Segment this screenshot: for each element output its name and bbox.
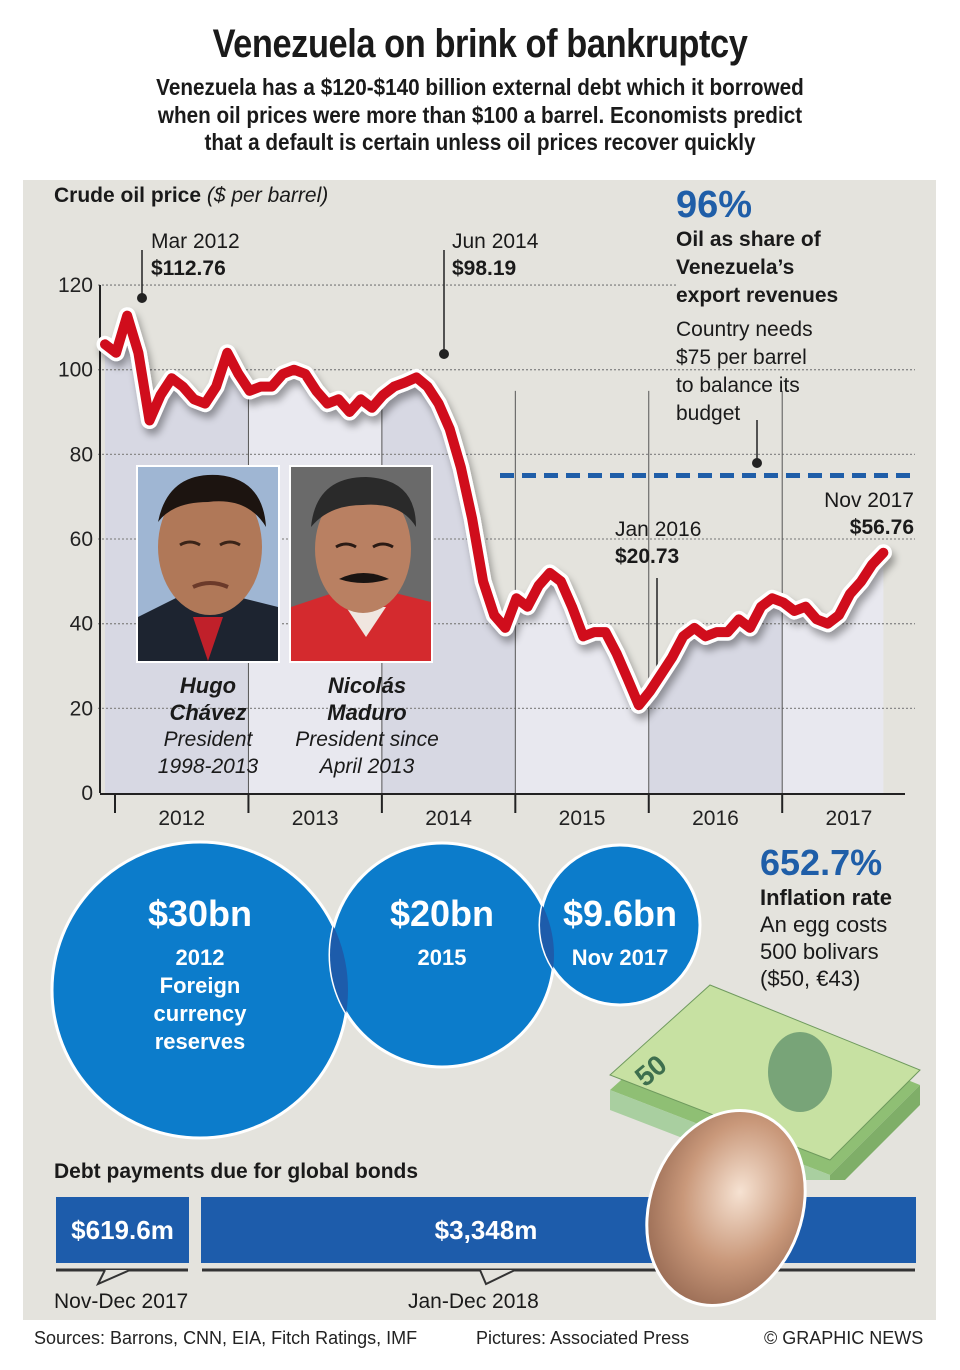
- y-tick-label: 100: [58, 359, 93, 382]
- year-band: [782, 552, 884, 793]
- president-name-line: Chávez: [169, 700, 247, 725]
- y-tick-label: 80: [70, 443, 93, 466]
- budget-note-line: Country needs: [676, 318, 813, 341]
- bubble-2012-text: $30bn 2012 Foreign currency reserves: [100, 892, 300, 1056]
- portrait-maduro: [289, 465, 433, 663]
- footer-sources: Sources: Barrons, CNN, EIA, Fitch Rating…: [34, 1328, 418, 1348]
- infographic-subtitle: Venezuela has a $120-$140 billion extern…: [84, 74, 876, 157]
- y-tick-label: 120: [58, 274, 93, 297]
- y-tick-label: 0: [81, 782, 93, 805]
- president-name-line: Hugo: [179, 673, 237, 698]
- debt-bar-nov-dec-2017: $619.6m: [56, 1197, 189, 1263]
- bubble-amount: $9.6bn: [562, 893, 678, 934]
- bubble-label-line: 2012: [175, 945, 225, 970]
- annotation-date: Nov 2017: [824, 489, 914, 512]
- egg-illustration: [645, 1109, 807, 1307]
- president-name-line: Maduro: [327, 700, 407, 725]
- bubble-label-line: Nov 2017: [571, 945, 669, 970]
- subtitle-line: that a default is certain unless oil pri…: [204, 129, 756, 155]
- debt-amount: $619.6m: [71, 1214, 174, 1245]
- inflation-block: 652.7% Inflation rate An egg costs 500 b…: [760, 842, 930, 992]
- y-tick-label: 40: [70, 613, 93, 636]
- x-tick-label: 2017: [826, 807, 873, 830]
- inflation-value: 652.7%: [760, 842, 883, 883]
- inflation-note-line: ($50, €43): [760, 966, 861, 991]
- y-tick-label: 20: [70, 697, 93, 720]
- oil-share-label-line: Oil as share of: [676, 228, 821, 251]
- annotation-jan-2016: Jan 2016 $20.73: [615, 516, 701, 570]
- subtitle-line: Venezuela has a $120-$140 billion extern…: [156, 74, 804, 100]
- annotation-date: Jun 2014: [452, 230, 539, 253]
- chavez-portrait-illustration: [138, 467, 278, 661]
- annotation-date: Mar 2012: [151, 230, 240, 253]
- budget-note: Country needs $75 per barrel to balance …: [676, 316, 916, 428]
- inflation-label: Inflation rate: [760, 885, 893, 910]
- chart-title: Crude oil price ($ per barrel): [54, 184, 328, 208]
- debt-brackets: [56, 1268, 915, 1287]
- president-role-line: President: [163, 728, 253, 751]
- annotation-value: $20.73: [615, 545, 680, 568]
- chart-title-units: ($ per barrel): [206, 184, 329, 207]
- oil-share-value: 96%: [676, 184, 753, 226]
- budget-note-line: $75 per barrel: [676, 346, 807, 369]
- debt-title: Debt payments due for global bonds: [54, 1160, 419, 1183]
- egg: [645, 1109, 807, 1307]
- portrait-chavez: [136, 465, 280, 663]
- bubble-label-line: 2015: [417, 945, 467, 970]
- oil-share-label-line: export revenues: [676, 284, 839, 307]
- annotation-leader-budget-dot: [752, 458, 762, 468]
- maduro-portrait-illustration: [291, 467, 431, 661]
- oil-share-block: 96% Oil as share of Venezuela’s export r…: [676, 184, 916, 428]
- chart-title-main: Crude oil price: [54, 184, 202, 207]
- reserves-bubbles: [50, 840, 702, 1140]
- x-tick-label: 2016: [692, 807, 739, 830]
- subtitle-line: when oil prices were more than $100 a ba…: [157, 101, 803, 128]
- footer-pictures: Pictures: Associated Press: [476, 1328, 690, 1348]
- bubble-label-line: Foreign: [159, 973, 241, 998]
- annotation-nov-2017: Nov 2017 $56.76: [780, 487, 914, 541]
- oil-share-label-line: Venezuela’s: [676, 256, 795, 279]
- annotation-leader-jun-2014-dot: [439, 349, 449, 359]
- budget-note-line: budget: [676, 402, 741, 425]
- president-role-line: 1998-2013: [157, 755, 259, 778]
- president-caption-maduro: Nicolás Maduro President since April 201…: [272, 672, 462, 780]
- annotation-jun-2014: Jun 2014 $98.19: [452, 228, 538, 282]
- footer-credit: © GRAPHIC NEWS: [764, 1328, 924, 1348]
- president-caption-chavez: Hugo Chávez President 1998-2013: [128, 672, 288, 780]
- annotation-value: $98.19: [452, 257, 517, 280]
- bubble-2015-text: $20bn 2015: [362, 892, 522, 972]
- debt-amount: $3,348m: [434, 1214, 538, 1245]
- annotation-date: Jan 2016: [615, 518, 702, 541]
- inflation-note-line: An egg costs: [760, 912, 888, 937]
- president-role-line: April 2013: [319, 755, 415, 778]
- year-band: [515, 572, 649, 793]
- infographic-title: Venezuela on brink of bankruptcy: [212, 22, 748, 66]
- president-role-line: President since: [295, 728, 439, 751]
- x-tick-label: 2013: [292, 807, 339, 830]
- annotation-value: $56.76: [849, 516, 914, 539]
- bubble-nov-2017-text: $9.6bn Nov 2017: [540, 892, 700, 972]
- y-tick-label: 60: [70, 528, 93, 551]
- x-tick-label: 2015: [559, 807, 606, 830]
- annotation-mar-2012: Mar 2012 $112.76: [151, 228, 240, 282]
- bubble-label-line: currency: [153, 1001, 247, 1026]
- bubble-label-line: reserves: [154, 1029, 246, 1054]
- x-tick-label: 2012: [158, 807, 205, 830]
- debt-period: Nov-Dec 2017: [54, 1290, 189, 1313]
- debt-period: Jan-Dec 2018: [408, 1290, 539, 1313]
- annotation-value: $112.76: [151, 257, 226, 280]
- series-line-crude-oil: [100, 310, 889, 711]
- annotation-leader-mar-2012-dot: [137, 293, 147, 303]
- inflation-note-line: 500 bolivars: [760, 939, 879, 964]
- oil-share-label: Oil as share of Venezuela’s export reven…: [676, 226, 916, 310]
- bubble-amount: $30bn: [147, 893, 253, 934]
- bubble-amount: $20bn: [389, 893, 495, 934]
- budget-note-line: to balance its: [676, 374, 800, 397]
- president-name-line: Nicolás: [327, 673, 407, 698]
- x-tick-label: 2014: [425, 807, 472, 830]
